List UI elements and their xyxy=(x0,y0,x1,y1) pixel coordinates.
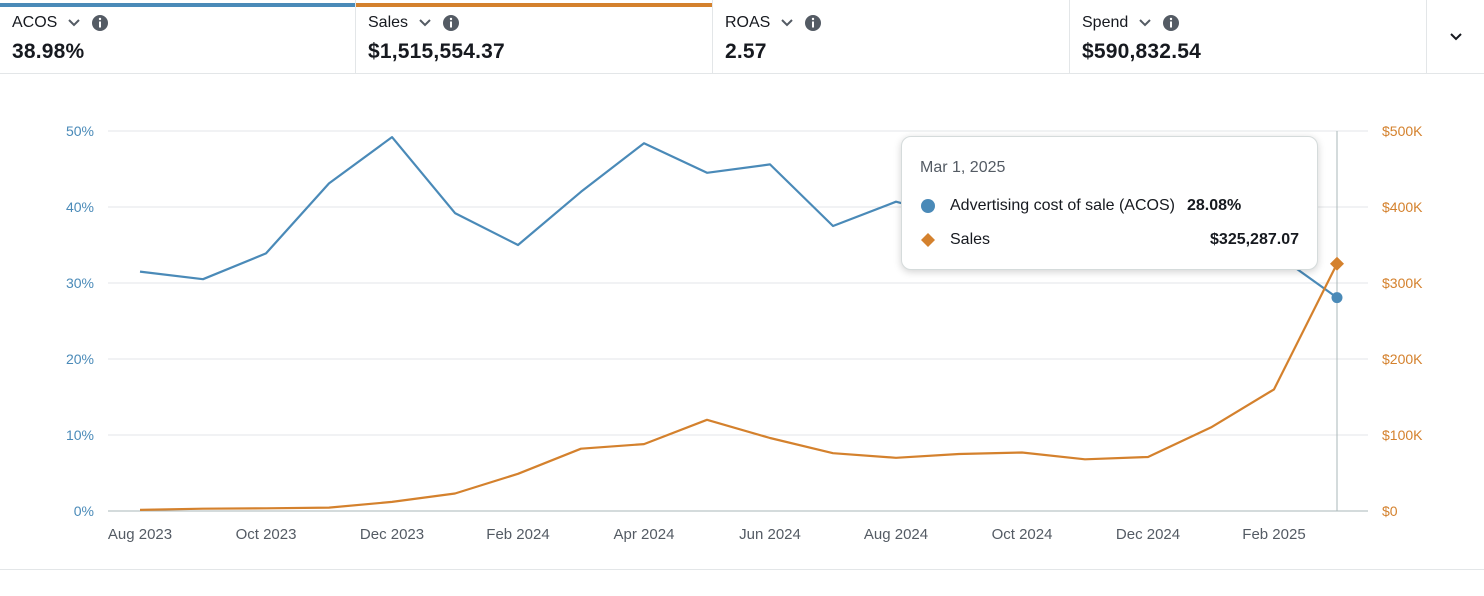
metric-cards: ACOS 38.98% Sales $1,515,554.37 ROAS 2.5… xyxy=(0,0,1484,76)
acos-sales-line-chart[interactable]: 0% $0 10% $100K 20% $200K 30% $300K 40% $400K 50% $… xyxy=(0,76,1484,568)
tooltip-row-acos: Advertising cost of sale (ACOS) 28.08% xyxy=(920,197,1299,215)
y-right-tick-label: $300K xyxy=(1382,275,1423,291)
x-tick-label: Aug 2023 xyxy=(108,526,172,543)
bottom-divider xyxy=(0,569,1484,570)
metric-name: Sales xyxy=(368,14,409,31)
chevron-down-icon[interactable] xyxy=(67,16,81,30)
tooltip-value: 28.08% xyxy=(1186,197,1242,214)
chevron-down-icon[interactable] xyxy=(780,16,794,30)
metric-card-spend[interactable]: Spend $590,832.54 xyxy=(1070,0,1427,74)
metric-color-bar xyxy=(0,3,355,7)
tooltip-date: Mar 1, 2025 xyxy=(920,159,1006,176)
x-tick-label: Feb 2025 xyxy=(1242,526,1305,543)
info-icon[interactable] xyxy=(91,14,109,32)
metric-card-acos[interactable]: ACOS 38.98% xyxy=(0,0,356,74)
y-left-tick-label: 10% xyxy=(66,427,94,443)
x-tick-label: Oct 2023 xyxy=(236,526,297,543)
x-tick-label: Feb 2024 xyxy=(486,526,549,543)
y-right-tick-label: $200K xyxy=(1382,351,1423,367)
tooltip-row-sales: Sales $325,287.07 xyxy=(920,231,1299,249)
metric-card-roas[interactable]: ROAS 2.57 xyxy=(713,0,1070,74)
y-right-tick-label: $100K xyxy=(1382,427,1423,443)
tooltip-value: $325,287.07 xyxy=(1210,231,1299,248)
diamond-marker-icon xyxy=(921,233,935,247)
metric-name: Spend xyxy=(1082,14,1129,31)
info-icon[interactable] xyxy=(1162,14,1180,32)
tooltip-label: Sales xyxy=(950,231,991,248)
metric-value: 38.98% xyxy=(12,40,85,63)
tooltip-label: Advertising cost of sale (ACOS) xyxy=(950,197,1175,214)
metric-value: 2.57 xyxy=(725,40,767,63)
x-tick-label: Apr 2024 xyxy=(614,526,675,543)
metric-name: ACOS xyxy=(12,14,58,31)
x-tick-label: Oct 2024 xyxy=(992,526,1053,543)
metric-value: $590,832.54 xyxy=(1082,40,1201,63)
circle-marker-icon xyxy=(921,199,935,213)
sales-point-marker xyxy=(1330,256,1344,271)
x-tick-label: Dec 2023 xyxy=(360,526,424,543)
y-left-tick-label: 0% xyxy=(74,503,94,519)
chevron-down-icon[interactable] xyxy=(418,16,432,30)
y-left-tick-label: 40% xyxy=(66,199,94,215)
y-left-tick-label: 30% xyxy=(66,275,94,291)
y-right-tick-label: $0 xyxy=(1382,503,1398,519)
metric-name: ROAS xyxy=(725,14,771,31)
metric-value: $1,515,554.37 xyxy=(368,40,505,63)
x-tick-label: Aug 2024 xyxy=(864,526,928,543)
expand-metrics-button[interactable] xyxy=(1427,0,1484,74)
y-left-tick-label: 50% xyxy=(66,123,94,139)
info-icon[interactable] xyxy=(442,14,460,32)
acos-point-marker xyxy=(1331,292,1343,304)
x-tick-label: Jun 2024 xyxy=(739,526,801,543)
y-right-tick-label: $400K xyxy=(1382,199,1423,215)
metric-color-bar xyxy=(356,3,712,7)
chart-tooltip: Mar 1, 2025 Advertising cost of sale (AC… xyxy=(901,136,1318,270)
y-left-tick-label: 20% xyxy=(66,351,94,367)
x-tick-label: Dec 2024 xyxy=(1116,526,1180,543)
y-right-tick-label: $500K xyxy=(1382,123,1423,139)
series-line-sales xyxy=(139,263,1338,511)
metric-card-sales[interactable]: Sales $1,515,554.37 xyxy=(356,0,713,74)
info-icon[interactable] xyxy=(804,14,822,32)
chevron-down-icon[interactable] xyxy=(1138,16,1152,30)
chevron-down-icon xyxy=(1449,32,1462,40)
